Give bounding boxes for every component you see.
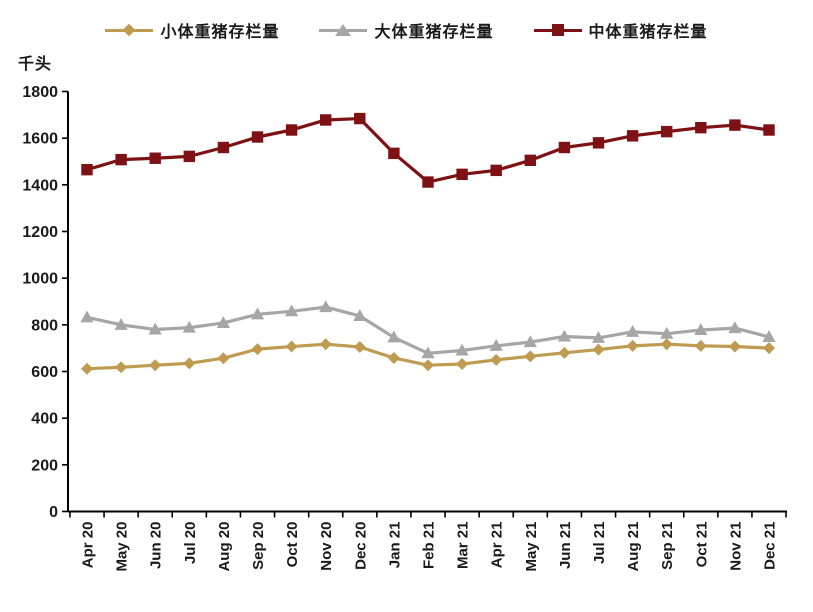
y-axis-ticks: 0 200 400 600 800 1000 1200 1400 1600 1800 bbox=[22, 84, 68, 521]
legend-line-red bbox=[533, 24, 582, 36]
y-tick-label: 800 bbox=[31, 317, 58, 334]
y-tick-label: 1600 bbox=[22, 131, 58, 148]
x-tick-label: Apr 20 bbox=[80, 522, 97, 569]
chart-legend: 小体重猪存栏量 大体重猪存栏量 中体重猪存栏量 bbox=[0, 18, 813, 42]
x-tick-label: Dec 21 bbox=[762, 522, 779, 570]
square-marker-icon bbox=[551, 24, 564, 36]
legend-label-small-weight: 小体重猪存栏量 bbox=[160, 24, 280, 41]
series-diamond bbox=[81, 338, 775, 375]
series-square bbox=[81, 112, 775, 188]
legend-label-large-weight: 大体重猪存栏量 bbox=[374, 24, 494, 41]
y-tick-label: 200 bbox=[31, 457, 58, 474]
x-tick-label: Apr 21 bbox=[489, 522, 506, 569]
y-tick-label: 0 bbox=[49, 504, 58, 521]
x-tick-label: Jan 21 bbox=[386, 522, 403, 569]
x-tick-label: Jun 20 bbox=[148, 522, 165, 570]
x-tick-label: Jul 20 bbox=[182, 522, 199, 565]
x-tick-label: Aug 21 bbox=[625, 522, 642, 572]
legend-line-gray bbox=[319, 24, 368, 36]
triangle-marker-icon bbox=[335, 24, 352, 36]
x-tick-label: Jun 21 bbox=[557, 522, 574, 570]
x-tick-label: Nov 21 bbox=[727, 522, 744, 571]
y-tick-label: 1000 bbox=[22, 271, 58, 288]
legend-label-mid-weight: 中体重猪存栏量 bbox=[588, 24, 708, 41]
x-tick-label: May 20 bbox=[114, 522, 131, 572]
y-axis-unit-label: 千头 bbox=[18, 56, 53, 73]
y-tick-label: 1400 bbox=[22, 177, 58, 194]
y-tick-label: 400 bbox=[31, 411, 58, 428]
legend-item-mid-weight: 中体重猪存栏量 bbox=[533, 18, 708, 42]
legend-line-gold bbox=[105, 23, 154, 37]
y-tick-label: 1800 bbox=[22, 84, 58, 101]
x-tick-label: Nov 20 bbox=[318, 522, 335, 571]
x-axis-labels: Apr 20 May 20 Jun 20 Jul 20 Aug 20 Sep 20 Oct … bbox=[80, 522, 779, 572]
legend-item-large-weight: 大体重猪存栏量 bbox=[319, 18, 493, 42]
y-tick-label: 1200 bbox=[22, 224, 58, 241]
legend-item-small-weight: 小体重猪存栏量 bbox=[105, 18, 279, 42]
x-axis-ticks bbox=[69, 511, 787, 518]
x-tick-label: Sep 21 bbox=[659, 522, 676, 570]
x-tick-label: Oct 21 bbox=[693, 522, 710, 568]
x-tick-label: Feb 21 bbox=[421, 522, 438, 570]
x-tick-label: Aug 20 bbox=[216, 522, 233, 572]
y-tick-label: 600 bbox=[31, 364, 58, 381]
diamond-marker-icon bbox=[123, 23, 136, 37]
x-tick-label: Oct 20 bbox=[284, 522, 301, 568]
axes bbox=[67, 91, 787, 513]
x-tick-label: Dec 20 bbox=[352, 522, 369, 570]
x-tick-label: May 21 bbox=[523, 522, 540, 572]
x-tick-label: Mar 21 bbox=[455, 522, 472, 570]
series-triangle bbox=[80, 300, 776, 359]
x-tick-label: Jul 21 bbox=[591, 522, 608, 565]
x-tick-label: Sep 20 bbox=[250, 522, 267, 570]
